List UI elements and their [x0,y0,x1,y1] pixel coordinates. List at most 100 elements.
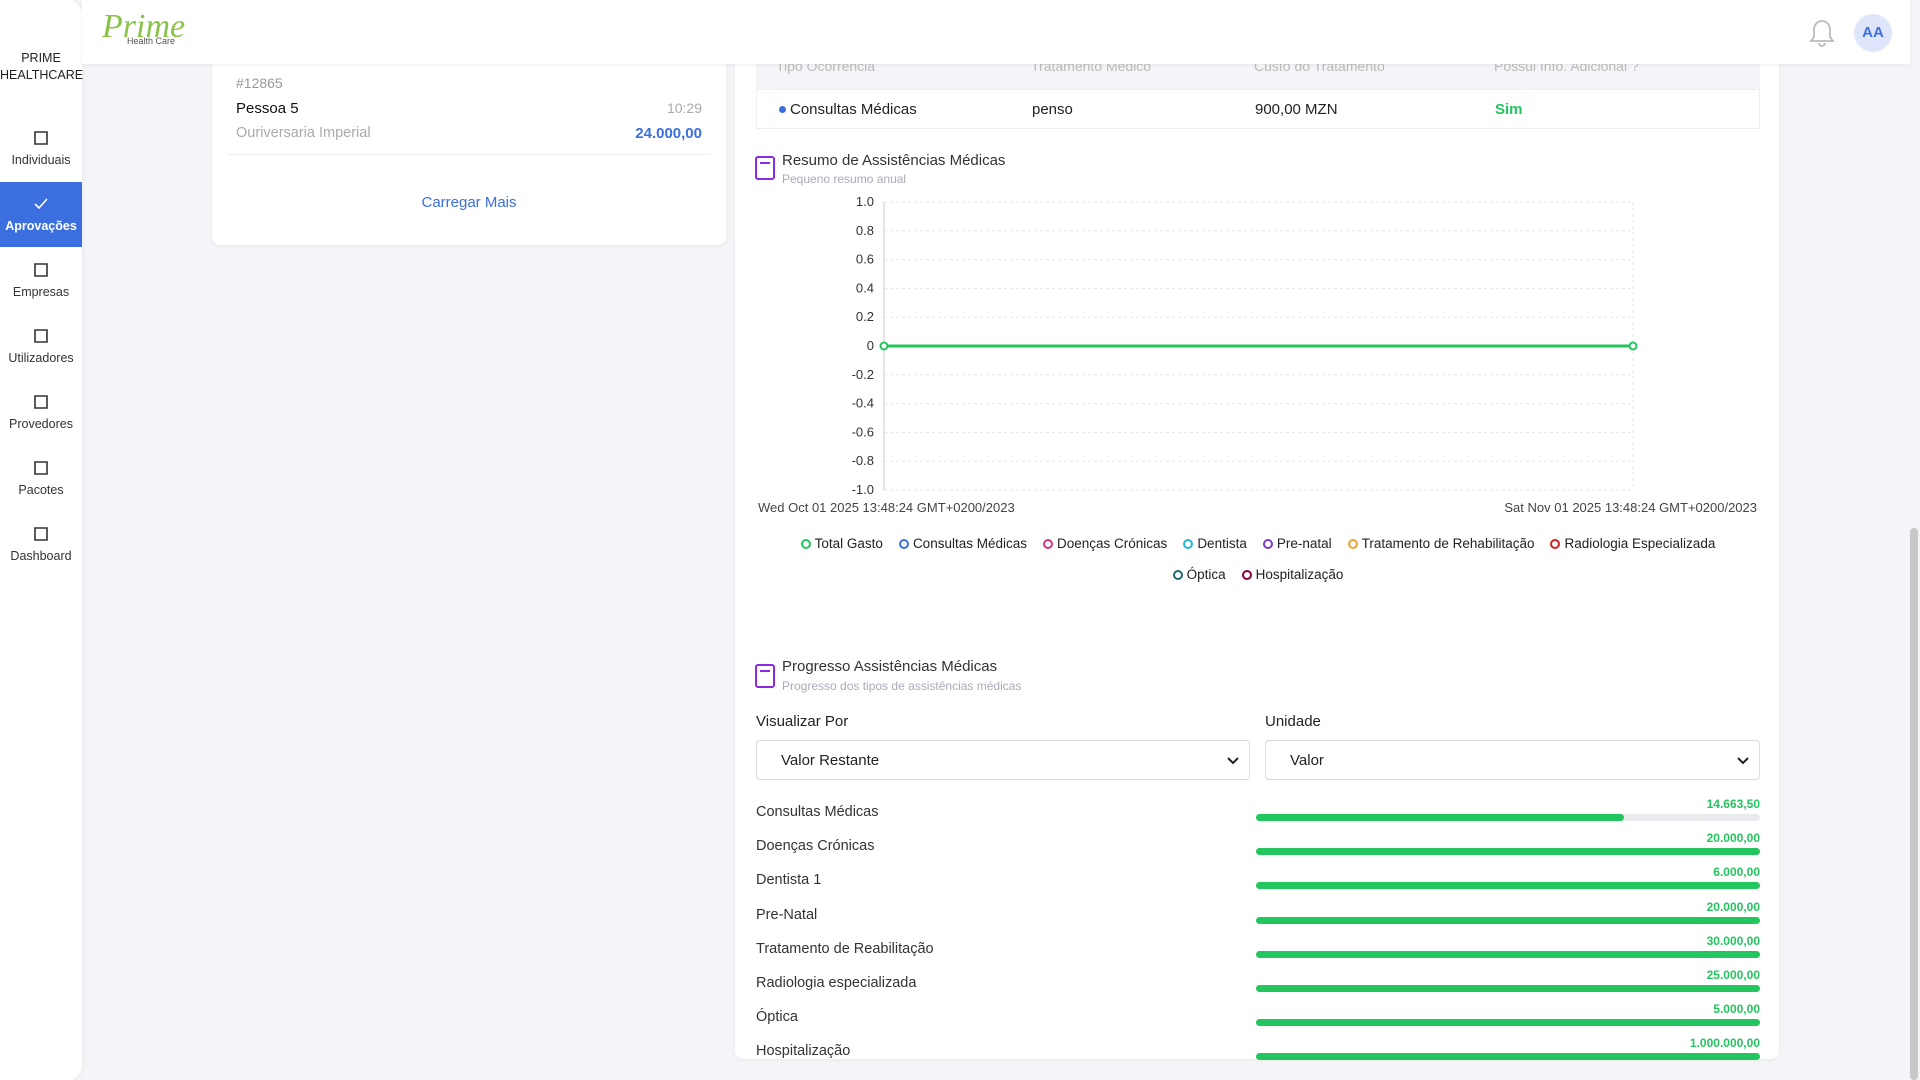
load-more[interactable]: Carregar Mais [421,194,517,211]
progress-label: Doenças Crónicas [756,838,875,855]
progress-bar [1256,916,1760,924]
nav-icon [34,329,48,343]
progress-amount: 30.000,00 [1706,933,1760,948]
y-tick-label: -0.4 [852,396,874,411]
progress-bar [1256,1019,1760,1027]
separator [228,154,710,155]
nav-label: Aprovações [5,219,77,233]
progress-label: Dentista 1 [756,872,822,889]
legend-item[interactable]: Óptica [1172,567,1226,582]
chart-title: Resumo de Assistências Médicas [782,152,1005,169]
progress-label: Óptica [756,1009,798,1026]
nav-item[interactable]: Individuais [0,116,82,181]
icon-shape [755,156,775,180]
progress-label: Pre-Natal [756,906,818,923]
cell: Sim [1495,101,1523,118]
avatar[interactable]: AA [1854,14,1892,52]
logo-sub: Health Care [127,36,176,46]
icon-shape [34,263,48,277]
y-tick-label: 0 [867,338,874,353]
request-time: 10:29 [666,100,702,116]
legend-label: Total Gasto [814,536,883,551]
legend-item[interactable]: Dentista [1183,536,1247,551]
nav-item[interactable]: Dashboard [0,512,82,577]
legend-label: Dentista [1197,536,1247,551]
legend-swatch [1183,538,1194,549]
nav-item[interactable]: Empresas [0,248,82,313]
progress-amount: 20.000,00 [1706,831,1760,846]
y-tick-label: 0.2 [856,309,874,324]
y-tick-label: -0.2 [852,367,874,382]
x-tick-label: Wed Oct 01 2025 13:48:24 GMT+0200/2023 [758,500,1015,515]
progress-bar [1256,1053,1760,1061]
section-icon [755,664,775,688]
legend-item[interactable]: Tratamento de Rehabilitação [1347,536,1535,551]
nav-label: Pacotes [18,483,64,497]
legend-swatch [1262,538,1273,549]
y-tick-label: -0.6 [852,424,874,439]
icon-shape [34,461,48,475]
legend-label: Hospitalização [1255,567,1344,582]
legend-item[interactable]: Pre-natal [1262,536,1332,551]
point [1628,341,1638,351]
legend-label: Radiologia Especializada [1564,536,1716,551]
chevron [1227,757,1239,765]
legend: Total Gasto Consultas Médicas Doenças Crón… [770,536,1746,582]
legend-swatch [1172,569,1183,580]
progress-bar [1256,950,1760,958]
request-amount: 24.000,00 [635,125,702,142]
point [879,341,889,351]
header: Prime Health Care AA [82,0,1910,64]
progress-label: Tratamento de Reabilitação [756,940,934,957]
legend-item[interactable]: Consultas Médicas [898,536,1027,551]
request-company: Ouriversaria Imperial [236,125,371,141]
nav-item[interactable]: Provedores [0,380,82,445]
icon-shape [34,395,48,409]
request-name: Pessoa 5 [236,100,299,117]
view-select[interactable]: Valor Restante [756,740,1250,780]
chart-subtitle: Pequeno resumo anual [782,172,906,186]
progress-title: Progresso Assistências Médicas [782,658,998,675]
y-tick-label: 1.0 [856,194,874,209]
legend-item[interactable]: Doenças Crónicas [1043,536,1167,551]
icon-shape [34,131,48,145]
progress-amount: 14.663,50 [1706,797,1760,811]
cell: 900,00 MZN [1255,101,1338,118]
nav-item[interactable]: Utilizadores [0,314,82,379]
nav-icon [34,461,48,475]
select-value: Valor [1290,752,1324,769]
y-tick-label: 0.8 [856,223,874,238]
y-tick-label: -0.8 [852,453,874,468]
chevron [1737,757,1749,765]
sidebar: PRIME HEALTHCARE Individuais Aprovações Emp… [0,0,84,1080]
nav-icon [34,198,48,210]
legend-swatch [898,538,909,549]
status-dot [779,106,786,113]
progress-label: Radiologia especializada [756,975,917,991]
legend-item[interactable]: Radiologia Especializada [1550,536,1715,551]
nav-label: Dashboard [10,549,72,563]
nav-item[interactable]: Pacotes [0,446,82,511]
legend-item[interactable]: Total Gasto [800,536,883,551]
nav-item[interactable]: Aprovações [0,182,82,247]
table-row: Consultas Médicas penso 900,00 MZN Sim [756,89,1760,129]
nav-label: Utilizadores [8,351,74,365]
unit-select[interactable]: Valor [1265,740,1760,780]
legend-item[interactable]: Hospitalização [1241,567,1344,582]
brand-line: PRIME [21,51,61,65]
brand-line: HEALTHCARE [0,68,84,82]
request-id: #12865 [236,75,283,91]
icon-shape [34,198,48,210]
progress-bar [1256,882,1760,890]
scrollbar[interactable] [1910,528,1918,1080]
legend-label: Consultas Médicas [912,536,1027,551]
nav-icon [34,395,48,409]
select-value: Valor Restante [781,752,880,769]
bell-icon[interactable] [1808,18,1836,48]
nav-label: Individuais [11,153,71,167]
progress-amount: 5.000,00 [1713,1002,1760,1017]
progress-label: Consultas Médicas [756,804,879,820]
y-tick-label: 0.4 [856,280,874,295]
legend-label: Tratamento de Rehabilitação [1361,536,1535,551]
